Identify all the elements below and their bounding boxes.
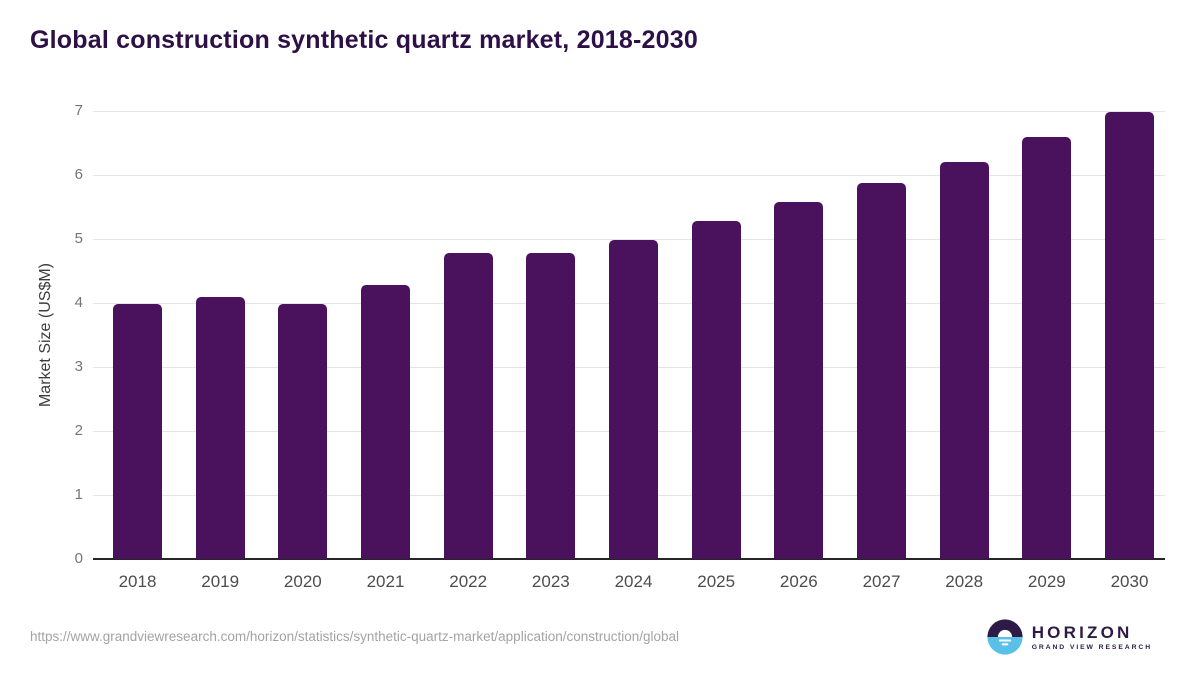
horizon-logo-icon	[987, 619, 1023, 655]
logo-subbrand: GRAND VIEW RESEARCH	[1031, 643, 1152, 651]
x-tick-label-2030: 2030	[1110, 572, 1149, 591]
bar-2028	[939, 162, 989, 559]
y-tick-label-7: 7	[74, 102, 83, 119]
page-title: Global construction synthetic quartz mar…	[30, 26, 698, 54]
bar-2018	[113, 304, 162, 559]
x-tick-label-2027: 2027	[862, 572, 901, 591]
y-tick-label-3: 3	[74, 358, 83, 375]
x-tick-label-2019: 2019	[201, 572, 240, 591]
y-tick-label-6: 6	[74, 166, 83, 183]
y-tick-label-0: 0	[74, 550, 83, 567]
x-tick-label-2029: 2029	[1027, 572, 1066, 591]
x-tick-label-2023: 2023	[531, 572, 570, 591]
gridline-y-5	[93, 238, 1165, 240]
x-tick-label-2018: 2018	[118, 572, 157, 591]
y-axis-title: Market Size (US$M)	[37, 262, 54, 408]
bar-2021	[361, 285, 410, 559]
plot-area: 0 1 2 3 4 5 6 7 2018 2019 2020 2021 2022 2023 2024 2025…	[75, 102, 1165, 591]
y-tick-label-2: 2	[74, 422, 83, 439]
bar-2027	[857, 182, 906, 559]
bar-2030	[1105, 111, 1154, 559]
bar-2025	[691, 221, 741, 559]
bar-2020	[278, 304, 328, 559]
x-tick-label-2024: 2024	[614, 572, 653, 591]
logo-brand: HORIZON	[1031, 622, 1133, 642]
bar-2023	[526, 253, 576, 559]
gridline-y-6	[93, 174, 1165, 176]
bar-2024	[609, 240, 658, 559]
x-tick-label-2025: 2025	[697, 572, 736, 591]
x-tick-label-2020: 2020	[283, 572, 322, 591]
gridline-y-7	[93, 110, 1165, 112]
bar-2029	[1022, 136, 1072, 559]
horizon-logo-text: HORIZON GRAND VIEW RESEARCH	[1031, 622, 1152, 651]
bar-2019	[195, 296, 245, 559]
x-tick-label-2028: 2028	[945, 572, 984, 591]
bar-2022	[443, 253, 493, 559]
y-tick-label-1: 1	[74, 486, 83, 503]
source-url: https://www.grandviewresearch.com/horizo…	[30, 629, 680, 644]
x-axis-line	[93, 558, 1165, 560]
x-tick-label-2022: 2022	[449, 572, 488, 591]
bar-2026	[774, 201, 824, 559]
horizon-logo: HORIZON GRAND VIEW RESEARCH	[986, 618, 1152, 656]
y-tick-label-5: 5	[74, 230, 83, 247]
x-tick-label-2026: 2026	[779, 572, 818, 591]
y-tick-label-4: 4	[74, 294, 83, 311]
x-tick-label-2021: 2021	[366, 572, 405, 591]
